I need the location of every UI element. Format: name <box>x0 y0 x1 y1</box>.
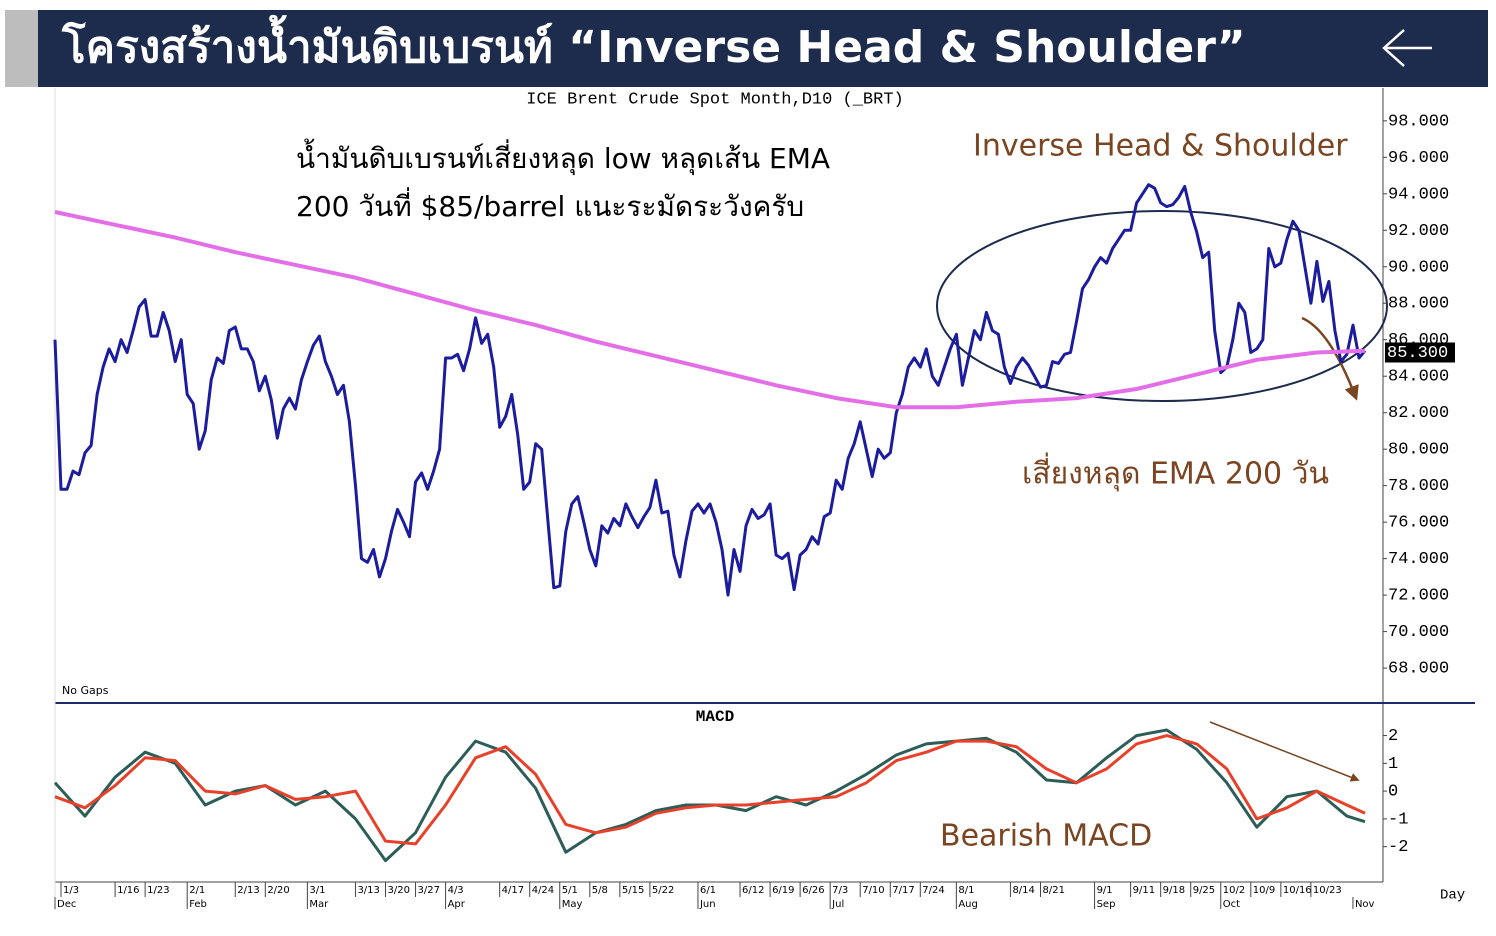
x-tick-label: 5/8 <box>592 885 608 896</box>
x-tick-label: 6/19 <box>772 885 794 896</box>
annotation: Bearish MACD <box>940 819 1152 854</box>
x-tick-label: 4/3 <box>448 885 464 896</box>
x-tick-label: 1/16 <box>117 885 139 896</box>
y-tick-label: 72.000 <box>1388 587 1449 606</box>
last-price-box <box>1385 342 1455 363</box>
back-arrow[interactable] <box>1382 29 1432 67</box>
y-tick-label: 78.000 <box>1388 477 1449 496</box>
y-tick-label: 98.000 <box>1388 112 1449 131</box>
y-tick-label: 80.000 <box>1388 441 1449 460</box>
month-label: Dec <box>57 899 76 910</box>
series-line <box>53 183 1367 597</box>
x-tick-label: 10/16 <box>1283 885 1312 896</box>
y-tick-label: 70.000 <box>1388 623 1449 642</box>
x-tick-label: 2/1 <box>189 885 205 896</box>
x-tick-label: 8/21 <box>1042 885 1064 896</box>
x-tick-label: 3/1 <box>309 885 325 896</box>
x-tick-label: 9/25 <box>1193 885 1215 896</box>
y-tick-label: 96.000 <box>1388 149 1449 168</box>
x-tick-label: 7/24 <box>922 885 944 896</box>
series-line <box>54 734 1366 846</box>
x-tick-label: 3/20 <box>387 885 409 896</box>
x-tick-label: 5/15 <box>622 885 644 896</box>
y-tick-label: -1 <box>1388 810 1408 829</box>
annotation: 200 วันที่ $85/barrel แนะระมัดระวังครับ <box>296 187 804 223</box>
month-label: May <box>562 899 583 910</box>
header-bar <box>38 10 1488 87</box>
series-line <box>53 728 1366 863</box>
y-tick-label: 88.000 <box>1388 295 1449 314</box>
x-tick-label: 2/20 <box>267 885 289 896</box>
pattern-ellipse <box>936 210 1388 402</box>
x-tick-label: 10/2 <box>1223 885 1245 896</box>
y-tick-label: 1 <box>1388 755 1398 774</box>
month-label: Mar <box>309 899 329 910</box>
month-label: Nov <box>1355 899 1375 910</box>
x-tick-label: 3/13 <box>357 885 379 896</box>
header-tab <box>5 10 38 87</box>
month-label: Aug <box>958 899 978 910</box>
x-tick-label: 6/12 <box>742 885 764 896</box>
x-tick-label: 9/18 <box>1163 885 1185 896</box>
x-tick-label: 5/22 <box>652 885 674 896</box>
x-tick-label: 6/1 <box>700 885 716 896</box>
down-arrow <box>1301 316 1359 401</box>
y-tick-label: 68.000 <box>1388 660 1449 679</box>
month-label: Jul <box>831 899 844 910</box>
macd-title: MACD <box>696 708 734 726</box>
x-tick-label: 9/1 <box>1097 885 1113 896</box>
annotation: No Gaps <box>62 684 109 697</box>
x-tick-label: 2/13 <box>237 885 259 896</box>
x-tick-label: 4/24 <box>532 885 554 896</box>
y-tick-label: 76.000 <box>1388 514 1449 533</box>
x-tick-label: 10/23 <box>1313 885 1342 896</box>
y-tick-label: 2 <box>1388 727 1398 746</box>
month-label: Feb <box>189 899 207 910</box>
month-label: Jun <box>699 899 716 910</box>
annotation: Inverse Head & Shoulder <box>973 129 1348 164</box>
month-label: Oct <box>1223 899 1240 910</box>
y-tick-label: 94.000 <box>1388 185 1449 204</box>
last-price-label: 85.300 <box>1387 344 1448 363</box>
x-tick-label: 10/9 <box>1253 885 1275 896</box>
y-tick-label: 84.000 <box>1388 368 1449 387</box>
x-tick-label: 6/26 <box>802 885 824 896</box>
x-tick-label: 3/27 <box>418 885 440 896</box>
y-tick-label: 74.000 <box>1388 550 1449 569</box>
x-axis-label: Day <box>1440 888 1465 904</box>
month-label: Sep <box>1097 899 1116 910</box>
y-tick-label: 92.000 <box>1388 222 1449 241</box>
x-tick-label: 4/17 <box>502 885 524 896</box>
x-tick-label: 7/17 <box>892 885 914 896</box>
y-tick-label: -2 <box>1388 838 1408 857</box>
chart-title: ICE Brent Crude Spot Month,D10 (_BRT) <box>526 90 903 109</box>
x-tick-label: 8/14 <box>1012 885 1034 896</box>
y-tick-label: 90.000 <box>1388 258 1449 277</box>
price-panel <box>55 88 1383 703</box>
x-tick-label: 1/3 <box>63 885 79 896</box>
x-tick-label: 9/11 <box>1133 885 1155 896</box>
month-label: Apr <box>448 899 466 910</box>
x-tick-label: 8/1 <box>958 885 974 896</box>
macd-arrow <box>1209 721 1360 782</box>
x-tick-label: 7/10 <box>862 885 884 896</box>
annotation: น้ำมันดิบเบรนท์เสี่ยงหลุด low หลุดเส้น E… <box>296 138 830 176</box>
x-tick-label: 7/3 <box>832 885 848 896</box>
x-tick-label: 1/23 <box>147 885 169 896</box>
x-tick-label: 5/1 <box>562 885 578 896</box>
annotation: เสี่ยงหลุด EMA 200 วัน <box>1022 453 1329 493</box>
y-tick-label: 82.000 <box>1388 404 1449 423</box>
y-tick-label: 0 <box>1388 783 1398 802</box>
header-title: โครงสร้างน้ำมันดิบเบรนท์ “Inverse Head &… <box>61 14 1246 73</box>
series-line <box>54 210 1366 410</box>
